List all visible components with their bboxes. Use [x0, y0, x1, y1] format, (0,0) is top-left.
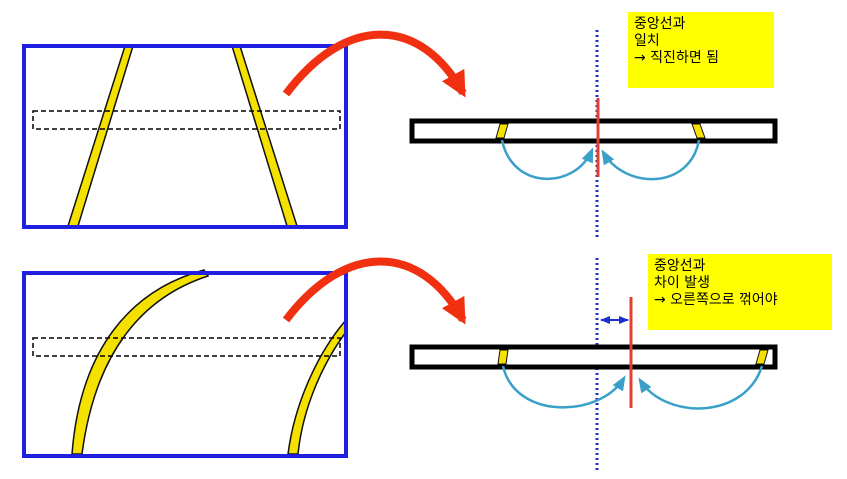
roi-box	[32, 337, 341, 357]
roi-strip-curve	[409, 344, 778, 370]
midpoint-arrow-left	[501, 365, 626, 409]
camera-frame-straight	[22, 44, 348, 229]
lane-line-right-curve	[287, 317, 347, 455]
lane-line-left-curve	[71, 269, 210, 455]
roi-strip	[409, 118, 778, 144]
note-curve: 중앙선과 차이 발생 → 오른쪽으로 꺾어야	[648, 254, 832, 330]
frame-border	[22, 271, 348, 458]
transform-arrow	[282, 257, 467, 325]
roi-box	[32, 110, 341, 130]
lane-point-right	[755, 349, 769, 365]
roi-strip-straight	[409, 118, 778, 144]
note-line: 차이 발생	[654, 275, 710, 291]
midpoint-arrow-right	[638, 365, 764, 410]
note-straight: 중앙선과 일치 → 직진하면 됨	[628, 12, 774, 88]
note-line: 중앙선과	[654, 258, 706, 274]
note-line: 중앙선과	[634, 16, 686, 32]
lane-point-left	[495, 123, 509, 139]
note-line: → 오른쪽으로 꺾어야	[654, 292, 778, 308]
roi-strip	[409, 344, 778, 370]
transform-arrow	[282, 30, 467, 98]
camera-frame-curve	[22, 269, 348, 458]
scenario-straight	[22, 30, 778, 240]
lane-line-left	[66, 45, 135, 227]
lane-point-right	[691, 123, 706, 139]
note-line: 일치	[634, 33, 660, 49]
lane-point-left	[497, 349, 509, 365]
lane-line-right	[230, 45, 299, 227]
midpoint-arrow-left	[500, 139, 594, 181]
note-line: → 직진하면 됨	[634, 50, 720, 66]
scenario-curve	[22, 257, 778, 470]
frame-border	[22, 44, 348, 229]
midpoint-arrow-right	[601, 139, 701, 181]
